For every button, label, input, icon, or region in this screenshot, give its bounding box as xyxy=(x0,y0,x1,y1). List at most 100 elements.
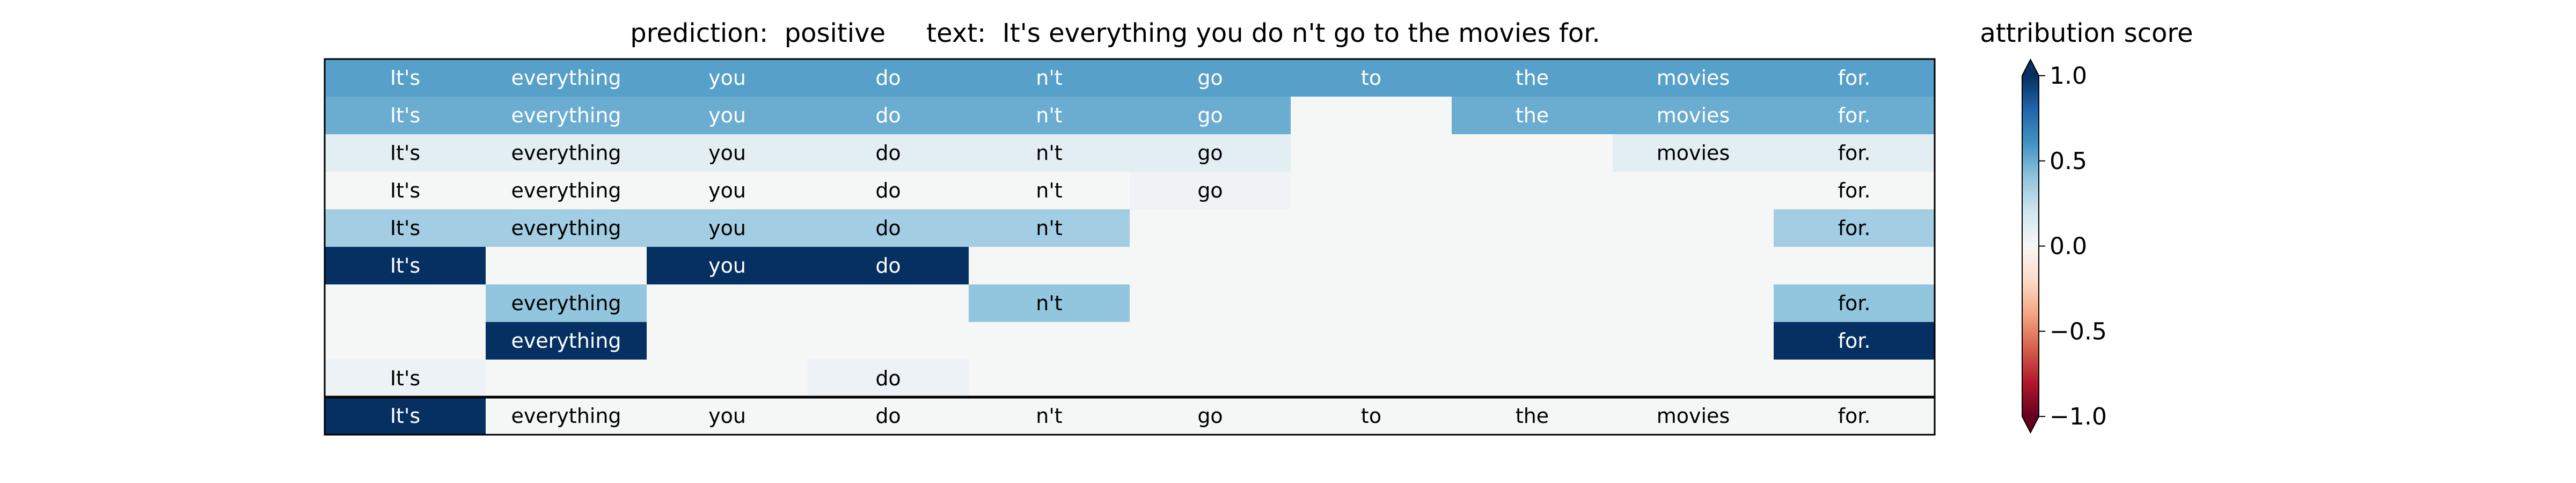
cell-token-label: the xyxy=(1516,104,1549,127)
cell-token-label: n't xyxy=(1036,141,1062,165)
cell-token-label: for. xyxy=(1838,291,1871,315)
heatmap-cell xyxy=(969,322,1130,360)
heatmap-row: It's everything you do n't go for. xyxy=(325,172,1935,209)
cell-token-label: for. xyxy=(1838,216,1871,240)
heatmap-cell xyxy=(808,97,969,134)
heatmap-cell xyxy=(325,209,486,247)
cell-token-label: do xyxy=(875,254,901,277)
heatmap-cell xyxy=(1452,134,1613,172)
heatmap-cell xyxy=(1130,97,1291,134)
heatmap-cell xyxy=(1291,397,1452,435)
cell-token-label: do xyxy=(875,104,901,127)
heatmap-cell xyxy=(1613,97,1774,134)
heatmap-cell xyxy=(969,397,1130,435)
heatmap-cell xyxy=(647,284,808,322)
colorbar-tick-label: 0.5 xyxy=(2050,148,2087,175)
heatmap-cell xyxy=(647,397,808,435)
heatmap-cell xyxy=(325,322,486,360)
heatmap-cell xyxy=(1774,397,1935,435)
cell-token-label: n't xyxy=(1036,66,1062,90)
heatmap-cell xyxy=(808,209,969,247)
cell-token-label: n't xyxy=(1036,104,1062,127)
heatmap-cell xyxy=(1452,397,1613,435)
cell-token-label: n't xyxy=(1036,179,1062,202)
heatmap-cell xyxy=(1291,172,1452,209)
heatmap: It's everything you do n't go to the movies for.I… xyxy=(324,58,1936,436)
heatmap-cell xyxy=(325,97,486,134)
heatmap-cell xyxy=(1774,59,1935,97)
heatmap-cell xyxy=(1613,134,1774,172)
heatmap-cell xyxy=(1613,284,1774,322)
cell-token-label: you xyxy=(708,254,746,277)
cell-token-label: for. xyxy=(1838,104,1871,127)
heatmap-cell xyxy=(1291,97,1452,134)
cell-token-label: to xyxy=(1361,404,1381,428)
heatmap-cell xyxy=(1452,322,1613,360)
heatmap-cell xyxy=(1130,322,1291,360)
cell-token-label: n't xyxy=(1036,216,1062,240)
heatmap-row: It's everything you do n't go to the movies for. xyxy=(325,397,1935,435)
heatmap-row: It's everything you do n't go the movies for. xyxy=(325,97,1935,134)
cell-token-label: to xyxy=(1361,66,1381,90)
colorbar: attribution score 1.0 0.5 0.0 −0.5 −1.0 xyxy=(1980,18,2193,434)
heatmap-cell xyxy=(325,284,486,322)
cell-token-label: do xyxy=(875,141,901,165)
cell-token-label: do xyxy=(875,367,901,390)
cell-token-label: you xyxy=(708,179,746,202)
heatmap-cell xyxy=(1613,397,1774,435)
cell-token-label: the xyxy=(1516,66,1549,90)
heatmap-cell xyxy=(1130,209,1291,247)
cell-token-label: n't xyxy=(1036,404,1062,428)
heatmap-cell xyxy=(1452,59,1613,97)
cell-token-label: everything xyxy=(511,66,621,90)
heatmap-row: It's everything you do n't go movies for. xyxy=(325,134,1935,172)
cell-token-label: the xyxy=(1516,404,1549,428)
heatmap-cell xyxy=(486,360,647,397)
heatmap-cell xyxy=(1613,59,1774,97)
colorbar-ticks: 1.0 0.5 0.0 −0.5 −1.0 xyxy=(2039,62,2107,430)
heatmap-cell xyxy=(1613,360,1774,397)
colorbar-label: attribution score xyxy=(1980,18,2193,48)
cell-token-label: you xyxy=(708,141,746,165)
cell-token-label: go xyxy=(1197,404,1223,428)
heatmap-cell xyxy=(1291,209,1452,247)
cell-token-label: everything xyxy=(511,179,621,202)
heatmap-cell xyxy=(486,284,647,322)
heatmap-cell xyxy=(969,172,1130,209)
heatmap-cell xyxy=(808,284,969,322)
colorbar-tick-label: 0.0 xyxy=(2050,233,2087,260)
cell-token-label: everything xyxy=(511,291,621,315)
heatmap-cell xyxy=(969,59,1130,97)
heatmap-cell xyxy=(808,59,969,97)
heatmap-cell xyxy=(969,284,1130,322)
cell-token-label: go xyxy=(1197,104,1223,127)
heatmap-cell xyxy=(808,172,969,209)
heatmap-cell xyxy=(1613,209,1774,247)
heatmap-cell xyxy=(1130,59,1291,97)
cell-token-label: you xyxy=(708,404,746,428)
heatmap-cell xyxy=(486,209,647,247)
colorbar-extend-min xyxy=(2022,416,2039,433)
cell-token-label: do xyxy=(875,66,901,90)
heatmap-row: It's everything you do n't for. xyxy=(325,209,1935,247)
heatmap-cell xyxy=(808,322,969,360)
cell-token-label: It's xyxy=(390,104,420,127)
cell-token-label: you xyxy=(708,216,746,240)
cell-token-label: go xyxy=(1197,141,1223,165)
heatmap-cell xyxy=(647,247,808,284)
cell-token-label: It's xyxy=(390,66,420,90)
heatmap-cell xyxy=(325,134,486,172)
heatmap-cell xyxy=(1291,247,1452,284)
colorbar-gradient-bar xyxy=(2022,76,2039,416)
heatmap-cell xyxy=(1291,59,1452,97)
cell-token-label: It's xyxy=(390,254,420,277)
heatmap-cell xyxy=(1774,134,1935,172)
heatmap-cell xyxy=(969,134,1130,172)
heatmap-cell xyxy=(1452,97,1613,134)
heatmap-cell xyxy=(647,134,808,172)
heatmap-cell xyxy=(1452,360,1613,397)
cell-token-label: It's xyxy=(390,216,420,240)
heatmap-cell xyxy=(325,360,486,397)
cell-token-label: everything xyxy=(511,104,621,127)
